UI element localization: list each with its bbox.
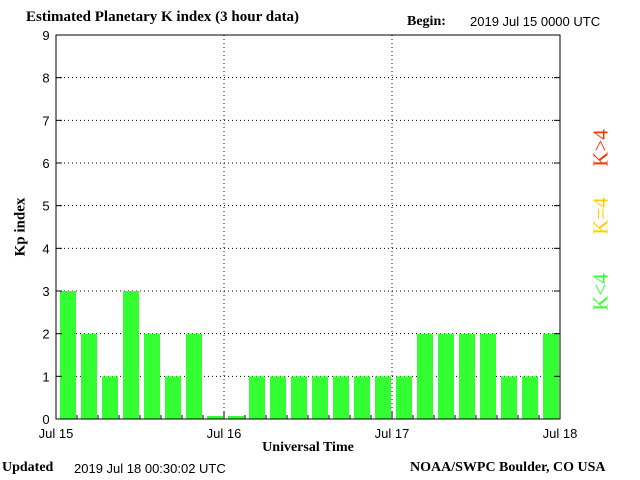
kp-bar [81, 333, 97, 419]
x-tick-label: Jul 17 [375, 426, 410, 441]
x-tick-label: Jul 15 [39, 426, 74, 441]
y-tick-label: 6 [42, 156, 49, 171]
begin-value: 2019 Jul 15 0000 UTC [470, 14, 601, 29]
credit-text: NOAA/SWPC Boulder, CO USA [410, 460, 606, 475]
kp-bar [396, 376, 412, 419]
y-tick-label: 8 [42, 71, 49, 86]
updated-timestamp: 2019 Jul 18 00:30:02 UTC [74, 461, 226, 476]
y-tick-label: 0 [42, 412, 49, 427]
kp-bar [60, 291, 76, 419]
kp-bar [312, 376, 328, 419]
kp-bar [501, 376, 517, 419]
kp-bar [207, 416, 223, 419]
kp-bar [123, 291, 139, 419]
updated-label: Updated [2, 460, 54, 475]
kp-bar [459, 333, 475, 419]
x-tick-label: Jul 18 [543, 426, 578, 441]
kp-bar [543, 333, 559, 419]
kp-bar [102, 376, 118, 419]
kp-bar [333, 376, 349, 419]
y-tick-label: 3 [42, 284, 49, 299]
kp-bar [438, 333, 454, 419]
x-axis-label: Universal Time [262, 440, 354, 455]
y-tick-label: 4 [42, 241, 49, 256]
kp-bar [291, 376, 307, 419]
kp-bar [522, 376, 538, 419]
kp-bar [144, 333, 160, 419]
y-tick-label: 1 [42, 369, 49, 384]
kp-bar [186, 333, 202, 419]
y-tick-label: 5 [42, 199, 49, 214]
y-tick-label: 7 [42, 113, 49, 128]
kp-bar [375, 376, 391, 419]
kp-bar [249, 376, 265, 419]
kp-bar [165, 376, 181, 419]
kp-bar [417, 333, 433, 419]
kp-bar [270, 376, 286, 419]
kp-bar [354, 376, 370, 419]
x-tick-label: Jul 16 [207, 426, 242, 441]
begin-label: Begin: [407, 14, 446, 29]
y-tick-label: 9 [42, 28, 49, 43]
kp-bar [480, 333, 496, 419]
chart-title: Estimated Planetary K index (3 hour data… [26, 9, 300, 25]
y-tick-label: 2 [42, 327, 49, 342]
kp-bar [228, 416, 244, 419]
